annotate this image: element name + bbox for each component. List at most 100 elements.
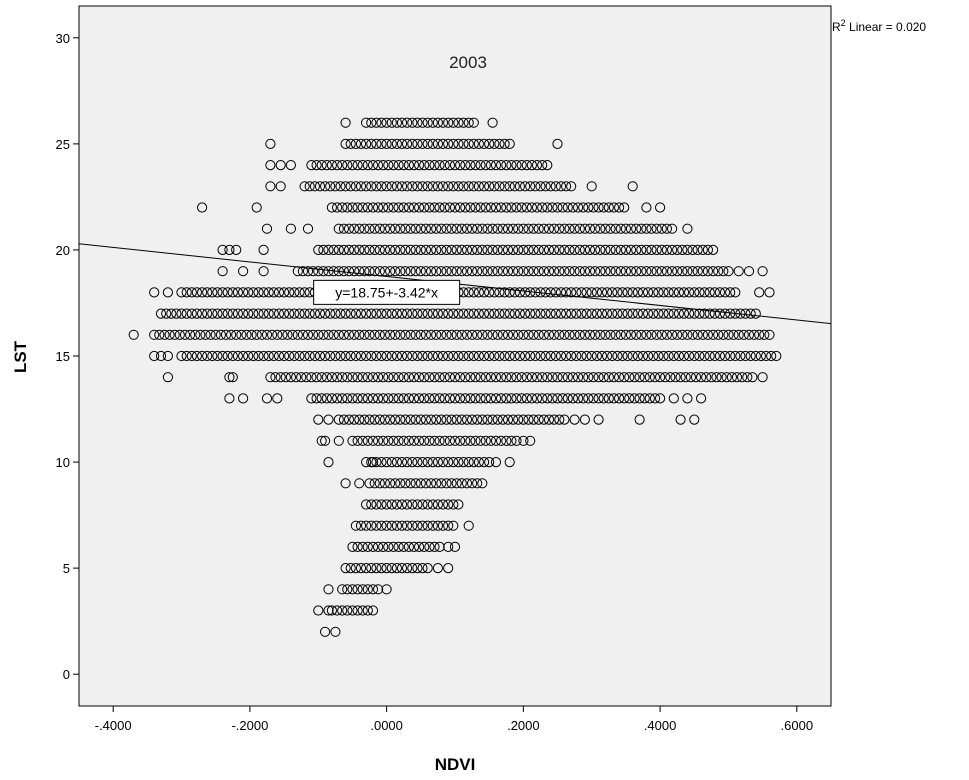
data-point	[217, 244, 228, 255]
data-point	[378, 393, 389, 404]
data-point	[502, 329, 514, 340]
data-point	[719, 287, 731, 298]
data-point	[492, 223, 503, 234]
data-point	[619, 393, 630, 404]
data-point	[333, 435, 344, 446]
data-point	[217, 350, 228, 362]
data-point	[419, 435, 430, 446]
data-point	[268, 287, 279, 298]
data-point	[672, 244, 683, 255]
data-point	[279, 350, 290, 362]
data-point	[590, 329, 601, 340]
data-point	[398, 372, 409, 383]
data-point	[352, 541, 363, 553]
data-point	[412, 563, 423, 574]
data-point	[289, 287, 300, 298]
data-point	[492, 414, 503, 425]
data-point	[622, 308, 633, 319]
data-point	[593, 414, 604, 425]
data-point	[598, 372, 609, 383]
fit-label-group: y=18.75+-3.42*x	[313, 279, 461, 305]
data-point	[352, 584, 363, 595]
data-point	[646, 266, 657, 277]
data-point	[687, 244, 698, 255]
data-point	[632, 308, 644, 319]
data-point	[325, 181, 336, 192]
data-point	[340, 117, 351, 128]
data-point	[550, 181, 561, 192]
data-point	[176, 308, 187, 319]
data-point	[415, 266, 426, 277]
data-point	[357, 160, 368, 171]
data-point	[349, 329, 360, 340]
data-point	[507, 414, 519, 425]
data-point	[455, 372, 466, 383]
data-point	[514, 308, 526, 319]
data-point	[314, 308, 326, 319]
data-point	[579, 223, 591, 234]
data-point	[569, 244, 580, 255]
data-point	[367, 457, 379, 468]
data-point	[366, 138, 377, 149]
data-point	[248, 308, 259, 319]
data-point	[465, 435, 476, 446]
data-point	[646, 223, 657, 234]
data-point	[538, 244, 550, 255]
data-point	[374, 414, 385, 425]
data-point	[576, 308, 587, 319]
y-tick-label: 15	[56, 349, 70, 364]
data-point	[417, 499, 428, 510]
data-point	[456, 478, 467, 489]
data-point	[373, 435, 384, 446]
data-point	[590, 223, 601, 234]
data-point	[437, 308, 449, 319]
data-point	[449, 541, 461, 553]
data-point	[610, 223, 621, 234]
data-point	[306, 372, 317, 383]
data-point	[347, 584, 358, 595]
data-point	[443, 541, 454, 553]
data-point	[391, 457, 402, 468]
y-tick-label: 30	[56, 31, 70, 46]
data-point	[362, 393, 373, 404]
data-point	[243, 287, 254, 298]
data-point	[661, 329, 673, 340]
data-point	[745, 350, 756, 362]
data-point	[567, 372, 579, 383]
data-point	[318, 244, 329, 255]
data-point	[678, 287, 690, 298]
data-point	[620, 244, 632, 255]
data-point	[128, 329, 139, 340]
data-point	[149, 350, 160, 362]
data-point	[677, 244, 688, 255]
data-point	[383, 393, 394, 404]
data-point	[410, 478, 421, 489]
data-point	[648, 308, 659, 319]
data-point	[648, 350, 659, 362]
data-point	[458, 117, 469, 128]
data-point	[673, 308, 685, 319]
data-point	[537, 202, 548, 213]
data-point	[455, 435, 466, 446]
data-point	[396, 499, 408, 510]
data-point	[378, 372, 389, 383]
data-point	[492, 329, 503, 340]
data-point	[407, 457, 418, 468]
data-point	[335, 181, 346, 192]
data-point	[619, 372, 630, 383]
data-point	[258, 308, 269, 319]
data-point	[518, 244, 529, 255]
data-point	[369, 478, 380, 489]
data-point	[282, 329, 293, 340]
data-point	[456, 223, 467, 234]
data-point	[571, 350, 582, 362]
data-point	[337, 372, 348, 383]
data-point	[458, 350, 469, 362]
data-point	[313, 244, 324, 255]
data-point	[402, 499, 413, 510]
data-point	[217, 266, 228, 277]
data-point	[646, 244, 657, 255]
data-point	[468, 350, 479, 362]
data-point	[718, 266, 729, 277]
data-point	[473, 181, 484, 192]
